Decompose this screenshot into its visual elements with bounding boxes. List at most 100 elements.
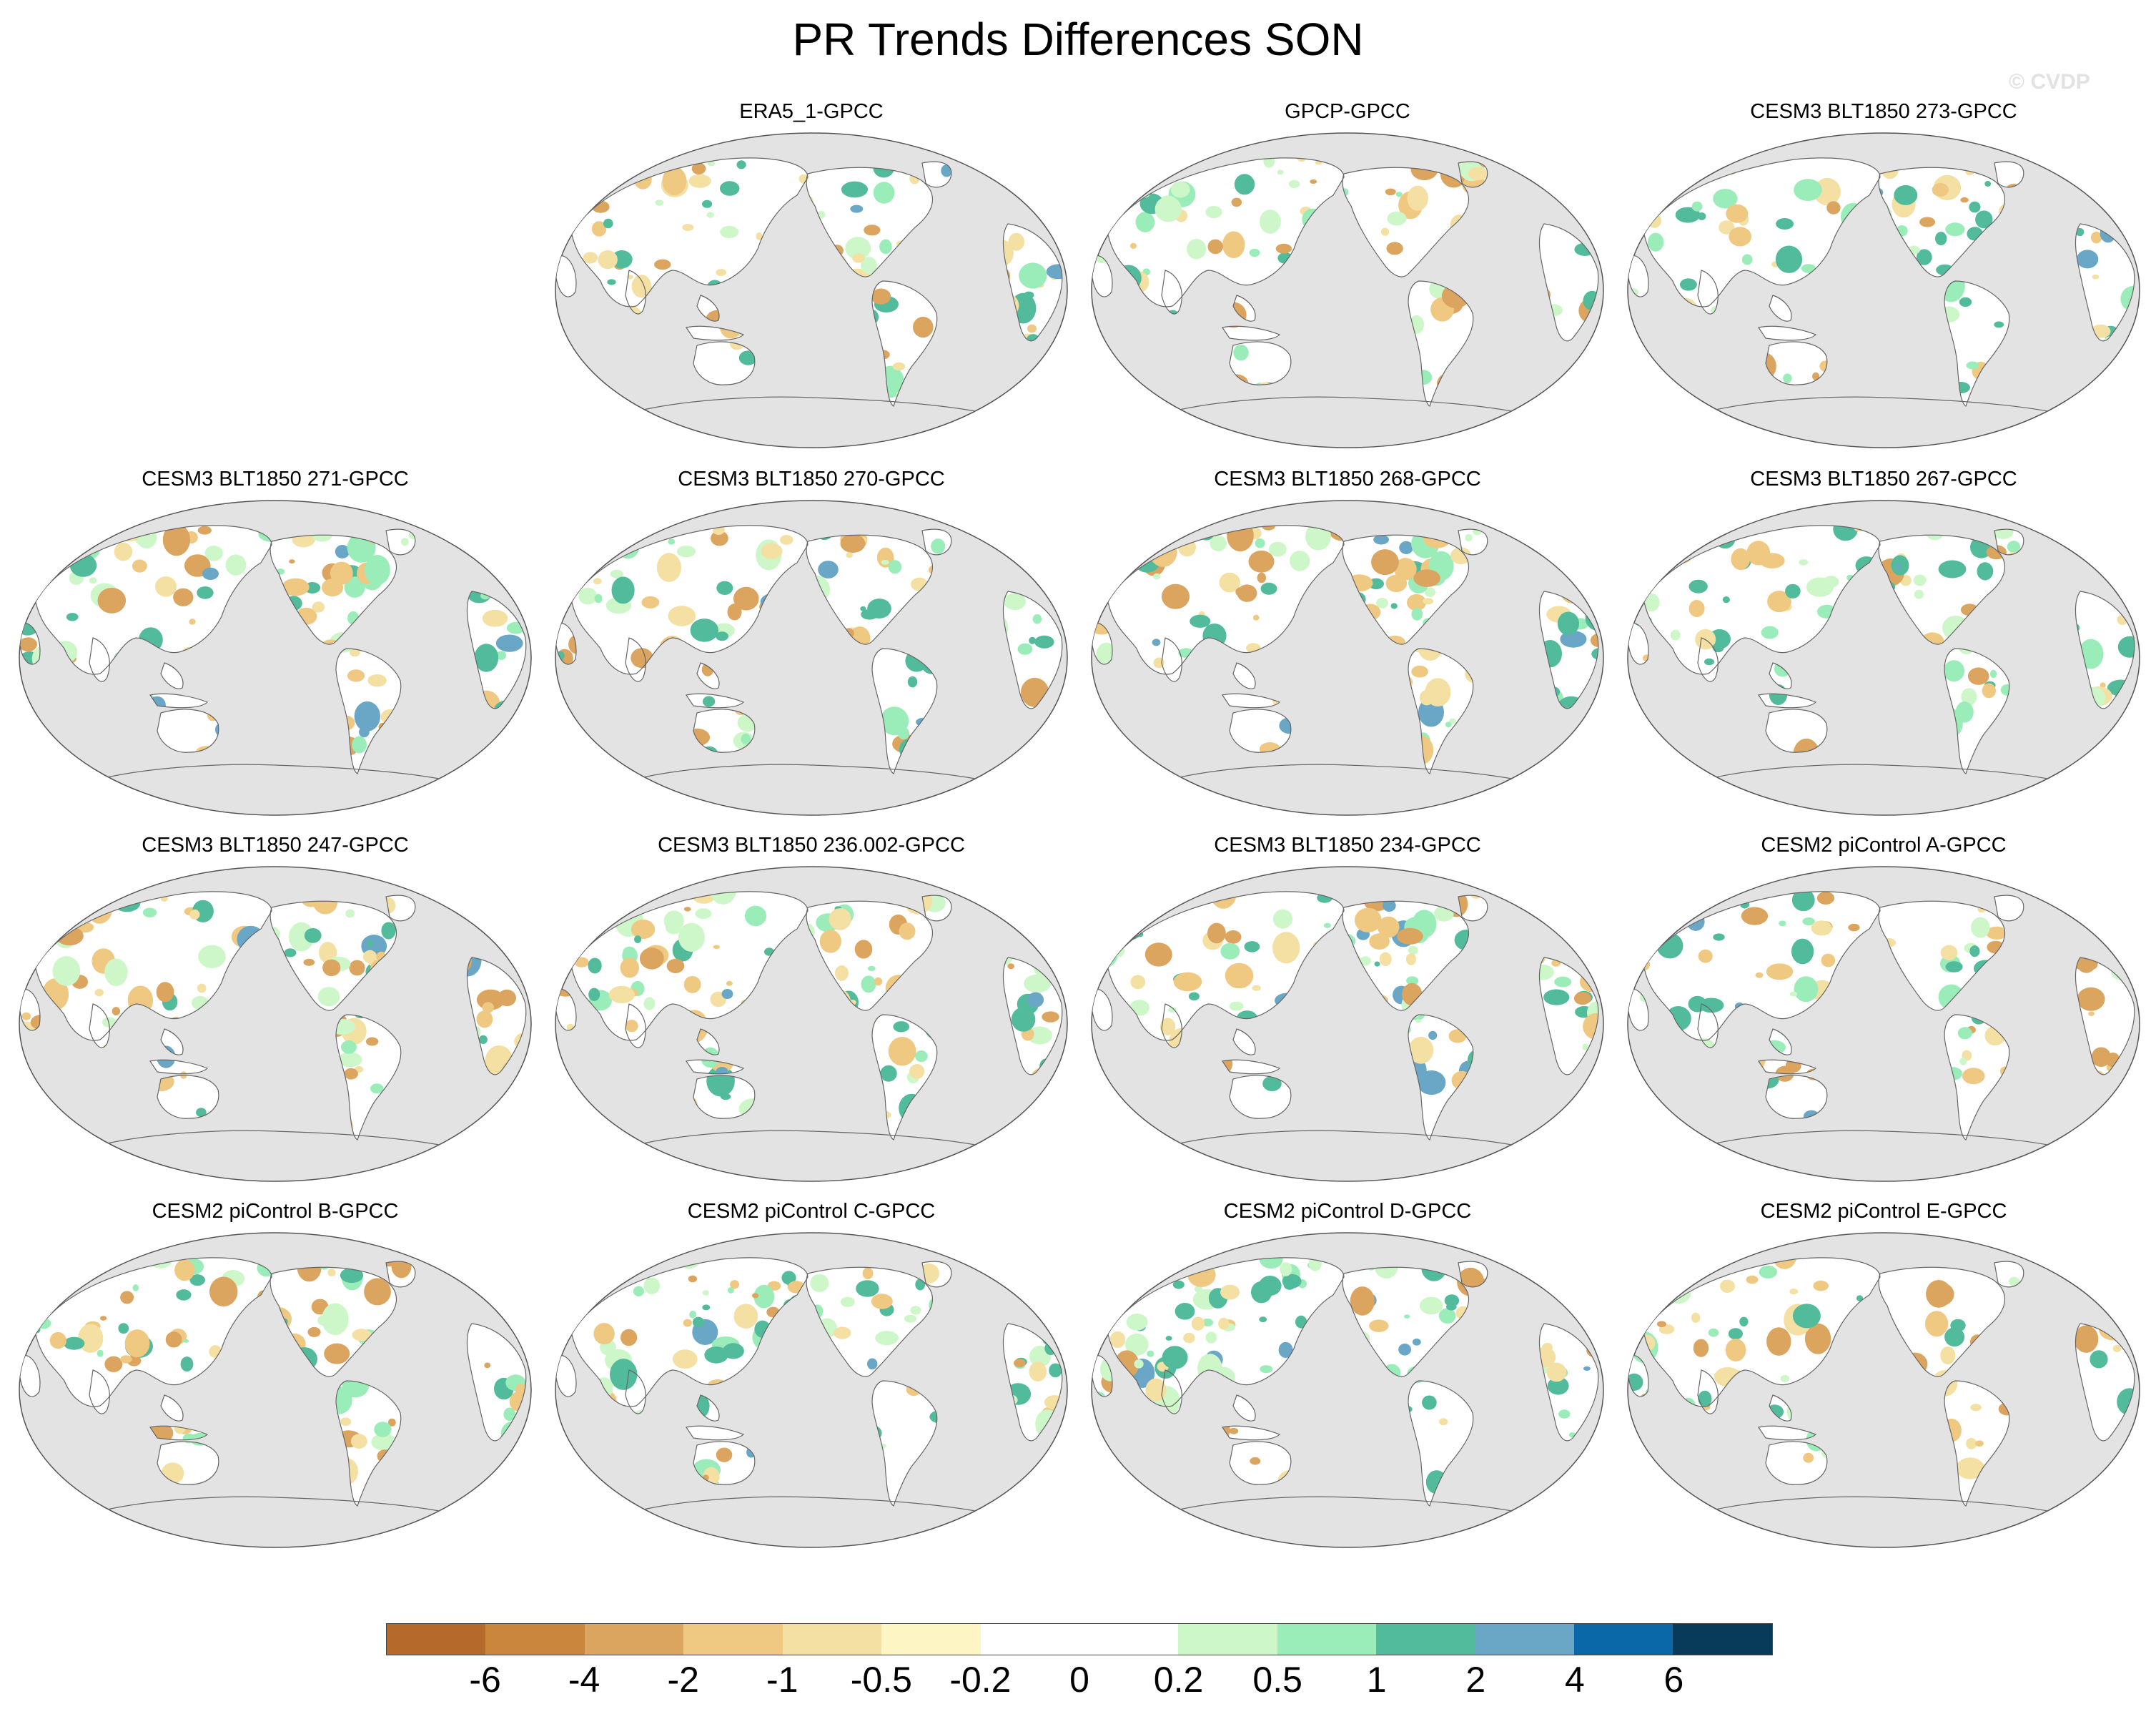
land-australia [157, 709, 219, 753]
trend-patch [1812, 372, 1820, 380]
land-samerica [1408, 1381, 1473, 1506]
trend-patch [1636, 1485, 1651, 1501]
trend-patch [578, 587, 597, 605]
trend-patch [593, 1323, 615, 1345]
coastline-samerica [1944, 1014, 2010, 1141]
trend-patch [344, 1068, 358, 1080]
trend-patch [1579, 1286, 1589, 1297]
coastline-namerica [1342, 900, 1470, 1011]
map-panel: CESM3 BLT1850 273-GPCC [1623, 100, 2145, 458]
coastline-greenland [921, 161, 952, 188]
trend-patch [1801, 264, 1816, 273]
trend-patch [132, 559, 147, 573]
trend-patch [461, 891, 468, 894]
coastline-australia [157, 709, 219, 753]
trend-patch [1225, 962, 1254, 989]
trend-patch [1628, 574, 1652, 599]
trend-patch [1959, 1058, 1967, 1065]
trend-patch [1032, 185, 1051, 202]
trend-patch [1202, 1318, 1214, 1326]
trend-patch [1785, 583, 1801, 599]
trend-patch [1252, 985, 1261, 991]
map-panel: CESM2 piControl D-GPCC [1087, 1200, 1608, 1557]
trend-patch [854, 940, 873, 959]
trend-patch [780, 535, 793, 545]
trend-patch [2110, 1105, 2135, 1136]
map-panel: CESM2 piControl A-GPCC [1623, 834, 2145, 1191]
trend-patch [482, 1002, 494, 1013]
trend-patch [1408, 1036, 1434, 1064]
coastline-indo [149, 1059, 209, 1075]
land-africaW [1628, 255, 1648, 297]
trend-patch [1219, 572, 1240, 593]
coastline-samerica [335, 1380, 402, 1507]
trend-patch [1052, 598, 1062, 608]
trend-patch [142, 907, 157, 917]
trend-patch [720, 1093, 731, 1100]
trend-patch [2103, 196, 2117, 207]
coastline-seasia [1232, 662, 1256, 689]
trend-patch [1283, 1279, 1296, 1290]
coastline-australia [693, 341, 756, 385]
trend-patch [1557, 611, 1579, 636]
land-africaW [1628, 623, 1648, 665]
trend-patch [1096, 1483, 1118, 1506]
coastline-australia [157, 1075, 219, 1119]
trend-patch [716, 1447, 733, 1462]
trend-patch [1641, 1257, 1663, 1267]
trend-patch [575, 1263, 594, 1276]
map-panel: CESM2 piControl C-GPCC [550, 1200, 1072, 1557]
trend-patch [850, 205, 864, 213]
robinson-map [555, 500, 1068, 816]
coastline-eurasia [35, 891, 272, 1041]
land-africa [467, 591, 526, 709]
trend-patch [2127, 1323, 2135, 1329]
map-panel: CESM3 BLT1850 267-GPCC [1623, 468, 2145, 825]
coastline-indo [1758, 693, 1817, 709]
land-australia [1230, 1442, 1291, 1485]
trend-patch [871, 1294, 893, 1309]
trend-patch [907, 676, 918, 688]
trend-patch [1969, 201, 1981, 213]
trend-patch [1028, 1469, 1054, 1499]
trend-patch [1249, 248, 1260, 257]
trend-patch [588, 957, 602, 974]
trend-patch [833, 1326, 851, 1339]
trend-patch [682, 224, 694, 231]
colorbar-swatch [1079, 1624, 1179, 1655]
trend-patch [1152, 639, 1161, 646]
trend-patch [317, 987, 340, 1007]
trend-patch [330, 561, 353, 585]
trend-patch [1207, 922, 1226, 944]
coastline-africaW [19, 1354, 41, 1397]
trend-patch [611, 250, 633, 269]
colorbar-tick-label: -6 [469, 1660, 501, 1700]
trend-patch [1191, 1316, 1205, 1331]
coastline-antarctica [1715, 1130, 2052, 1146]
trend-patch [1739, 1316, 1749, 1326]
trend-patch [2115, 558, 2135, 581]
coastline-samerica [1408, 1014, 1474, 1141]
robinson-map [1627, 132, 2140, 448]
trend-patch [1542, 1342, 1553, 1353]
land-samerica [872, 1015, 937, 1140]
trend-patch [1172, 1280, 1185, 1289]
trend-patch [1444, 1294, 1460, 1307]
trend-patch [1688, 995, 1707, 1013]
coastline-africaW [1628, 255, 1649, 297]
trend-patch [307, 1326, 321, 1337]
land-africaW [556, 255, 576, 297]
trend-patch [1205, 206, 1222, 219]
trend-patch [1210, 535, 1227, 551]
coastline-eurasia [35, 1257, 272, 1407]
trend-patch [20, 588, 31, 601]
trend-patch [711, 531, 728, 546]
trend-patch [1547, 1376, 1569, 1395]
coastline-antarctica [1715, 396, 2052, 413]
colorbar-tick-label: -0.2 [949, 1660, 1012, 1700]
robinson-map [19, 866, 532, 1182]
trend-patch [1183, 1332, 1195, 1344]
trend-patch [1161, 583, 1190, 609]
trend-patch [1581, 1257, 1598, 1264]
trend-patch [691, 162, 706, 174]
